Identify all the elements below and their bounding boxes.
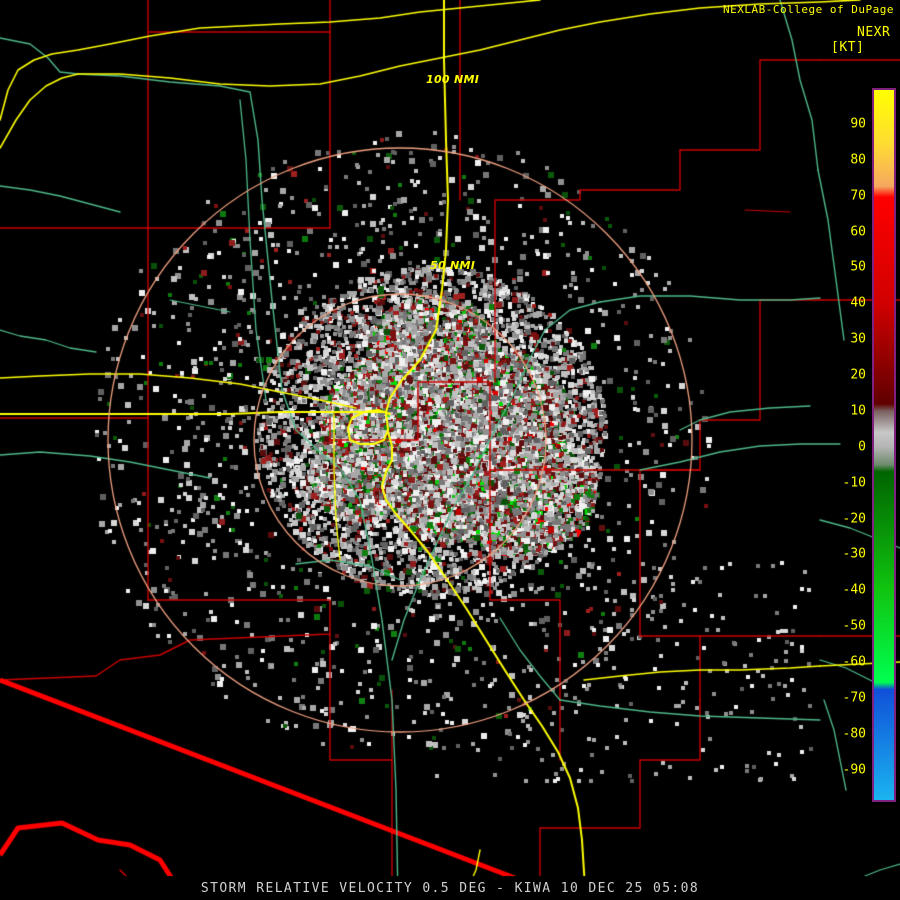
branding-label: NEXLAB-College of DuPage — [723, 3, 894, 16]
colorbar-tick-neg50: -50 — [842, 618, 866, 634]
colorbar-tick-10: 10 — [850, 403, 866, 419]
colorbar-tick-neg20: -20 — [842, 511, 866, 527]
colorbar-tick-neg90: -90 — [842, 762, 866, 778]
status-bar: STORM RELATIVE VELOCITY 0.5 DEG - KIWA 1… — [200, 881, 700, 896]
colorbar-tick-90: 90 — [850, 116, 866, 132]
colorbar-tick-neg70: -70 — [842, 690, 866, 706]
colorbar-tick-neg30: -30 — [842, 546, 866, 562]
colorbar-tick-neg80: -80 — [842, 726, 866, 742]
colorbar-tick-60: 60 — [850, 224, 866, 239]
colorbar-tick-neg40: -40 — [842, 582, 866, 598]
colorbar-tick-20: 20 — [850, 367, 866, 383]
colorbar-tick-30: 30 — [850, 331, 866, 347]
colorbar-tick-neg10: -10 — [842, 475, 866, 491]
legend-units-label: [KT] — [831, 40, 865, 55]
colorbar-tick-50: 50 — [850, 259, 866, 275]
colorbar — [872, 88, 896, 802]
legend-title: NEXR — [857, 25, 891, 40]
colorbar-gradient — [874, 90, 894, 800]
colorbar-tick-40: 40 — [850, 295, 866, 311]
range-ring-label-100: 100 NMI — [426, 73, 480, 86]
colorbar-tick-neg60: -60 — [842, 654, 866, 670]
colorbar-tick-80: 80 — [850, 152, 866, 168]
colorbar-tick-0: 0 — [858, 439, 866, 455]
velocity-legend: NEXR [KT] 90 80 70 60 50 40 30 20 10 0 -10 -20 -30 -4… — [822, 25, 900, 815]
colorbar-tick-70: 70 — [850, 188, 866, 204]
range-ring-label-50: 50 NMI — [430, 259, 476, 272]
